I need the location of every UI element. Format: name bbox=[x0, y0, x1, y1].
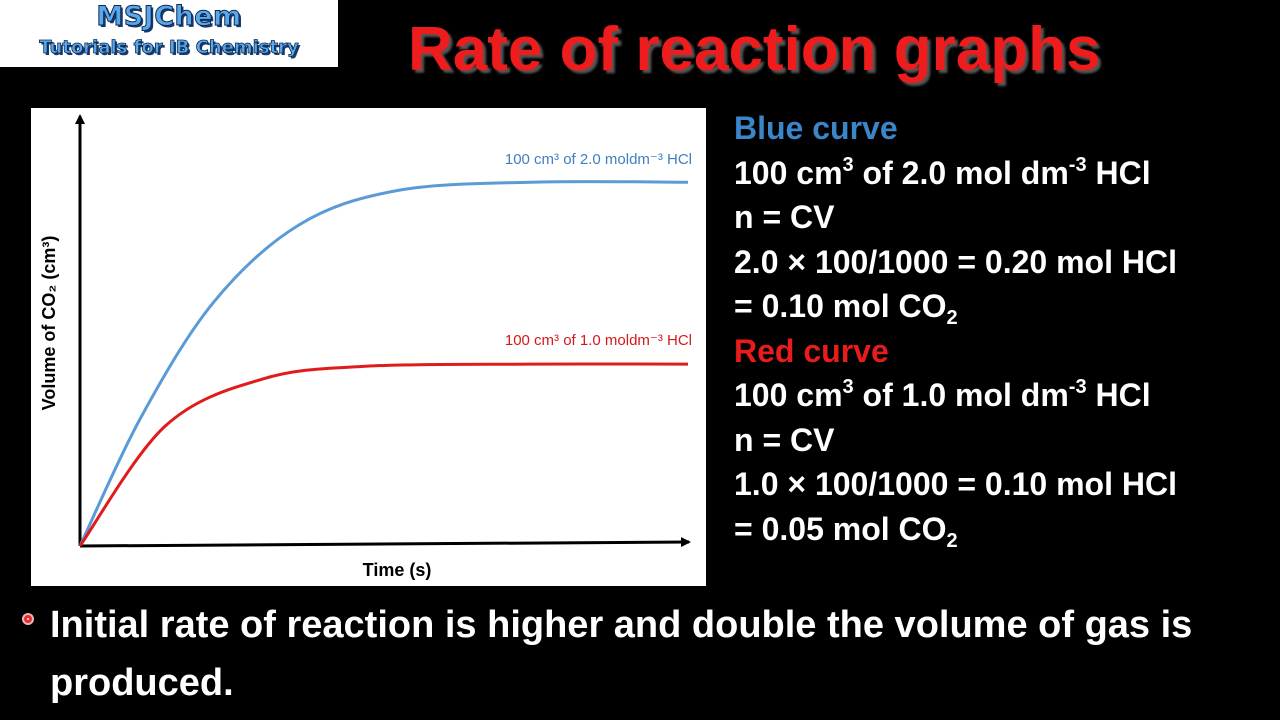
logo: MSJChem Tutorials for IB Chemistry bbox=[0, 0, 338, 67]
blue-heading: Blue curve bbox=[734, 110, 898, 146]
blue-line-1: 100 cm3 of 2.0 mol dm-3 HCl bbox=[734, 153, 1151, 191]
explanation-panel: Blue curve 100 cm3 of 2.0 mol dm-3 HCl n… bbox=[734, 106, 1177, 551]
red-line-1: 100 cm3 of 1.0 mol dm-3 HCl bbox=[734, 376, 1151, 413]
x-axis-label: Time (s) bbox=[363, 560, 432, 580]
series-line-red bbox=[78, 362, 689, 547]
series-label-red: 100 cm³ of 1.0 moldm⁻³ HCl bbox=[505, 332, 692, 349]
red-line-4: = 0.05 mol CO2 bbox=[734, 510, 958, 552]
chart: 100 cm³ of 2.0 moldm⁻³ HCl 100 cm³ of 1.… bbox=[31, 108, 706, 586]
series-line-blue bbox=[78, 180, 689, 547]
conclusion-text: Initial rate of reaction is higher and d… bbox=[50, 604, 1193, 704]
blue-line-3: 2.0 × 100/1000 = 0.20 mol HCl bbox=[734, 243, 1177, 280]
red-line-3: 1.0 × 100/1000 = 0.10 mol HCl bbox=[734, 466, 1177, 502]
series-label-blue: 100 cm³ of 2.0 moldm⁻³ HCl bbox=[505, 151, 692, 168]
blue-line-4: = 0.10 mol CO2 bbox=[734, 288, 958, 329]
bullet-icon bbox=[22, 613, 34, 625]
y-axis-label: Volume of CO₂ (cm³) bbox=[39, 236, 59, 411]
logo-title: MSJChem bbox=[96, 1, 242, 33]
red-heading: Red curve bbox=[734, 332, 889, 369]
slide-title: Rate of reaction graphs bbox=[408, 15, 1101, 84]
red-line-2: n = CV bbox=[734, 421, 835, 458]
x-axis bbox=[79, 537, 691, 548]
blue-line-2: n = CV bbox=[734, 199, 835, 235]
logo-subtitle: Tutorials for IB Chemistry bbox=[39, 37, 299, 59]
chart-svg: 100 cm³ of 2.0 moldm⁻³ HCl 100 cm³ of 1.… bbox=[39, 114, 692, 580]
